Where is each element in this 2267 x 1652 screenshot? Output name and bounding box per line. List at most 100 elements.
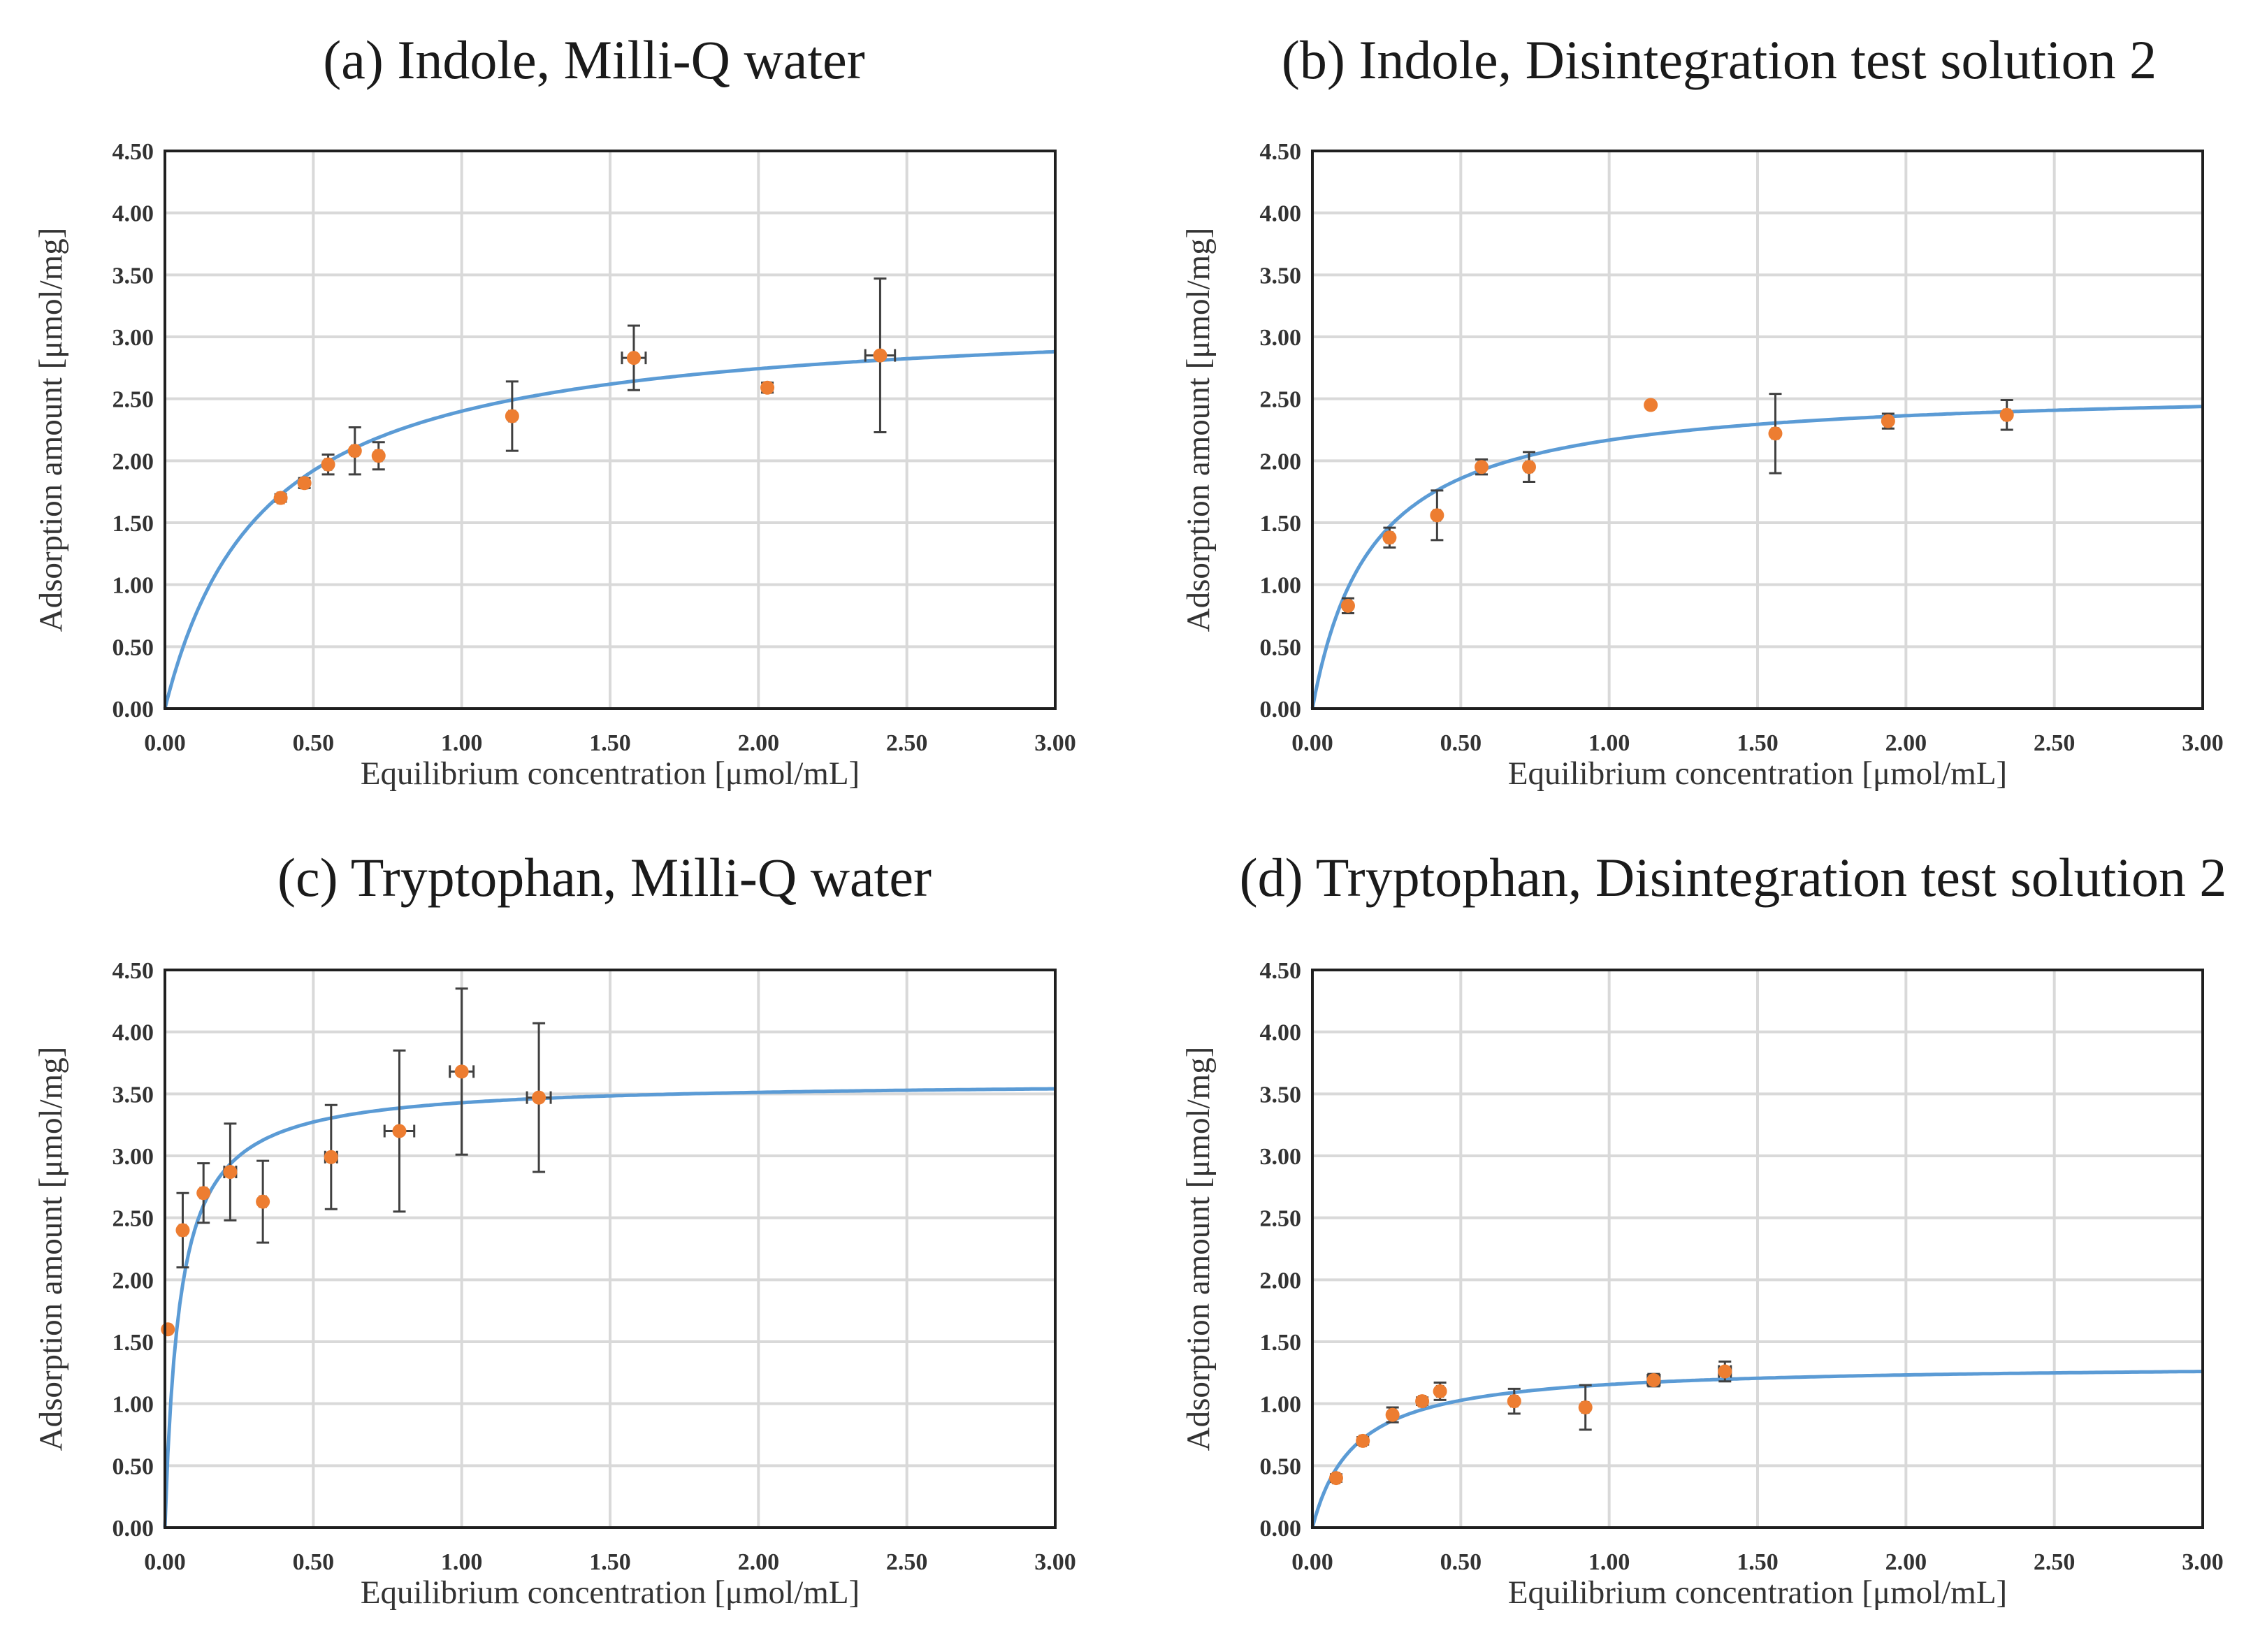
data-point xyxy=(371,449,386,463)
data-point-group xyxy=(621,324,647,391)
y-tick-label: 0.00 xyxy=(113,1516,154,1542)
chart-panel-a: (a) Indole, Milli-Q water 0.00 0.50 1.00 1.5… xyxy=(33,29,1076,792)
x-axis-label: Equilibrium concentration [μmol/mL] xyxy=(1508,1574,2007,1611)
y-tick-label: 3.50 xyxy=(113,263,154,289)
y-tick-label: 4.50 xyxy=(1260,958,1302,984)
chart-title: (d) Tryptophan, Disintegration test solu… xyxy=(1240,847,2227,908)
data-point xyxy=(256,1194,270,1209)
data-point xyxy=(1385,1407,1400,1422)
x-tick-label: 2.50 xyxy=(2034,730,2076,756)
data-point xyxy=(1433,1384,1447,1398)
y-tick-label: 3.00 xyxy=(113,325,154,351)
data-point-group xyxy=(1522,451,1537,483)
x-tick-label: 2.50 xyxy=(2034,1549,2076,1575)
data-point-group xyxy=(1578,1384,1593,1431)
data-point xyxy=(297,476,312,491)
x-tick-label: 1.00 xyxy=(1588,730,1630,756)
y-tick-label: 2.50 xyxy=(113,387,154,413)
x-tick-label: 0.50 xyxy=(293,1549,335,1575)
data-point-group xyxy=(449,987,475,1156)
y-tick-label: 1.00 xyxy=(113,1392,154,1418)
data-point xyxy=(1718,1364,1732,1379)
data-point-group xyxy=(324,1103,338,1210)
data-point xyxy=(1999,407,2014,422)
data-point xyxy=(392,1124,407,1138)
data-point-group xyxy=(383,1049,416,1213)
data-point-group xyxy=(1415,1394,1430,1409)
y-tick-label: 3.50 xyxy=(1260,1082,1302,1108)
y-tick-label: 3.00 xyxy=(113,1144,154,1170)
data-point xyxy=(161,1322,175,1337)
data-point xyxy=(1507,1394,1521,1409)
x-tick-label: 0.50 xyxy=(1440,730,1482,756)
y-tick-label: 2.00 xyxy=(113,449,154,474)
x-tick-label: 3.00 xyxy=(1034,730,1076,756)
data-point xyxy=(1382,530,1397,545)
chart-panel-c: (c) Tryptophan, Milli-Q water 0.00 0.50 1.0… xyxy=(33,847,1076,1611)
data-point-group xyxy=(297,476,312,491)
y-tick-label: 0.50 xyxy=(1260,635,1302,660)
data-point xyxy=(1356,1433,1370,1448)
y-tick-label: 3.00 xyxy=(1260,1144,1302,1170)
data-point-group xyxy=(175,1191,190,1269)
data-point-group xyxy=(1328,1471,1343,1486)
data-point-group xyxy=(1356,1433,1370,1448)
data-point-group xyxy=(1718,1360,1732,1383)
y-tick-label: 4.00 xyxy=(1260,1020,1302,1046)
x-tick-label: 1.50 xyxy=(589,1549,631,1575)
x-tick-label: 2.00 xyxy=(738,1549,780,1575)
fit-curve xyxy=(1310,405,2203,709)
chart-title: (c) Tryptophan, Milli-Q water xyxy=(277,847,932,908)
y-tick-label: 4.50 xyxy=(1260,139,1302,165)
y-tick-label: 4.50 xyxy=(113,139,154,165)
plot-frame xyxy=(164,969,1057,1529)
y-tick-label: 1.00 xyxy=(1260,573,1302,599)
data-point-group xyxy=(347,426,362,476)
data-point xyxy=(532,1090,546,1105)
data-point-group xyxy=(505,380,519,452)
x-tick-label: 1.00 xyxy=(1588,1549,1630,1575)
y-tick-label: 1.50 xyxy=(113,511,154,537)
data-point xyxy=(1644,398,1658,412)
x-tick-label: 1.50 xyxy=(1737,730,1779,756)
data-point xyxy=(324,1150,338,1164)
y-tick-label: 4.00 xyxy=(1260,201,1302,227)
data-point xyxy=(1340,598,1355,613)
x-tick-label: 0.00 xyxy=(144,1549,186,1575)
data-point-group xyxy=(1507,1387,1521,1415)
y-tick-label: 3.00 xyxy=(1260,325,1302,351)
data-point-group xyxy=(1475,458,1489,476)
y-tick-label: 4.00 xyxy=(113,201,154,227)
data-point xyxy=(1881,414,1895,428)
fit-curve xyxy=(163,349,1056,709)
y-axis-label: Adsorption amount [μmol/mg] xyxy=(33,1047,69,1451)
data-point xyxy=(760,380,775,395)
x-tick-label: 3.00 xyxy=(2182,730,2224,756)
y-tick-label: 2.50 xyxy=(1260,387,1302,413)
x-tick-label: 2.00 xyxy=(738,730,780,756)
data-point-group xyxy=(1382,526,1397,549)
data-point xyxy=(454,1064,469,1079)
y-tick-label: 0.00 xyxy=(1260,697,1302,723)
y-tick-label: 0.50 xyxy=(113,1454,154,1479)
chart-panel-d: (d) Tryptophan, Disintegration test solu… xyxy=(1180,847,2226,1611)
data-point-group xyxy=(1646,1372,1661,1388)
x-tick-label: 0.00 xyxy=(144,730,186,756)
data-point-group xyxy=(256,1159,270,1244)
data-point xyxy=(196,1186,211,1201)
data-point-group xyxy=(1768,393,1783,474)
data-point xyxy=(1522,460,1537,474)
plot-frame xyxy=(1311,150,2204,710)
y-axis-label: Adsorption amount [μmol/mg] xyxy=(1180,228,1217,632)
y-axis-label: Adsorption amount [μmol/mg] xyxy=(1180,1047,1217,1451)
data-point-group xyxy=(760,380,775,395)
x-axis-label: Equilibrium concentration [μmol/mL] xyxy=(1508,755,2007,792)
y-tick-label: 2.00 xyxy=(113,1268,154,1294)
x-tick-label: 2.00 xyxy=(1885,1549,1927,1575)
y-tick-label: 1.50 xyxy=(113,1330,154,1356)
x-tick-label: 2.50 xyxy=(886,730,928,756)
x-tick-label: 1.50 xyxy=(589,730,631,756)
y-tick-label: 1.00 xyxy=(113,573,154,599)
y-tick-label: 3.50 xyxy=(1260,263,1302,289)
